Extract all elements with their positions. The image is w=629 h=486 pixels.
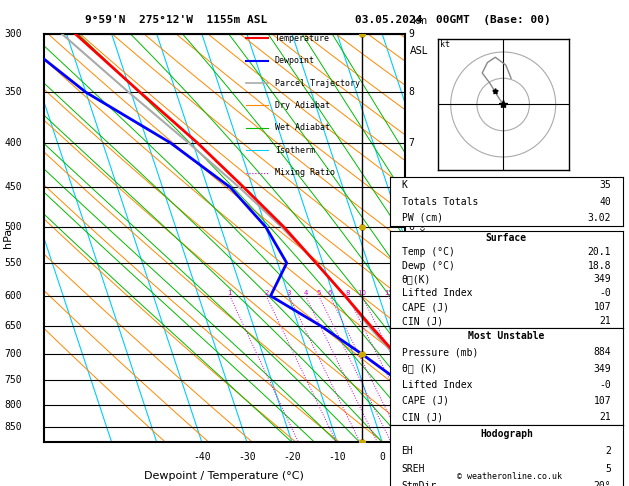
Text: Mixing Ratio (g/kg): Mixing Ratio (g/kg): [419, 219, 428, 298]
Text: -30: -30: [238, 452, 256, 463]
Text: 400: 400: [5, 138, 23, 148]
Text: 20.1: 20.1: [587, 247, 611, 257]
Text: 10: 10: [357, 290, 366, 296]
Text: Temperature: Temperature: [275, 34, 330, 43]
Text: StmDir: StmDir: [402, 482, 437, 486]
Text: PW (cm): PW (cm): [402, 213, 443, 223]
Text: θᴇ (K): θᴇ (K): [402, 364, 437, 374]
Text: © weatheronline.co.uk: © weatheronline.co.uk: [457, 472, 562, 481]
Text: 9°59'N  275°12'W  1155m ASL: 9°59'N 275°12'W 1155m ASL: [85, 15, 267, 25]
Text: Surface: Surface: [486, 233, 527, 243]
Text: 20°: 20°: [593, 482, 611, 486]
Text: 500: 500: [5, 222, 23, 232]
Text: 750: 750: [5, 375, 23, 385]
Text: 18.8: 18.8: [587, 260, 611, 271]
Text: 4: 4: [303, 290, 308, 296]
Text: 30: 30: [511, 452, 523, 463]
Text: 2: 2: [605, 447, 611, 456]
Text: LCL: LCL: [408, 425, 423, 434]
Text: 700: 700: [5, 349, 23, 359]
Text: Dewpoint / Temperature (°C): Dewpoint / Temperature (°C): [145, 471, 304, 481]
Text: -0: -0: [599, 288, 611, 298]
Text: -10: -10: [328, 452, 346, 463]
Text: 349: 349: [593, 275, 611, 284]
Text: -40: -40: [193, 452, 211, 463]
Text: 5: 5: [316, 290, 321, 296]
Text: 850: 850: [5, 422, 23, 433]
Text: Dewp (°C): Dewp (°C): [402, 260, 455, 271]
Text: 800: 800: [5, 399, 23, 410]
Text: 3.02: 3.02: [587, 213, 611, 223]
Text: Lifted Index: Lifted Index: [402, 380, 472, 390]
Text: -0: -0: [599, 380, 611, 390]
Text: SREH: SREH: [402, 464, 425, 474]
Text: 3: 3: [287, 290, 291, 296]
Text: Wet Adiabat: Wet Adiabat: [275, 123, 330, 132]
Text: 2: 2: [264, 290, 269, 296]
Text: CAPE (J): CAPE (J): [402, 396, 448, 406]
Text: CIN (J): CIN (J): [402, 412, 443, 422]
Text: CIN (J): CIN (J): [402, 316, 443, 326]
Text: Pressure (mb): Pressure (mb): [402, 347, 478, 357]
Text: 03.05.2024  00GMT  (Base: 00): 03.05.2024 00GMT (Base: 00): [355, 15, 551, 25]
Text: 107: 107: [593, 396, 611, 406]
Text: 650: 650: [5, 321, 23, 331]
Text: K: K: [402, 180, 408, 191]
Text: 21: 21: [599, 412, 611, 422]
Text: 550: 550: [5, 258, 23, 268]
Text: Totals Totals: Totals Totals: [402, 197, 478, 207]
Text: 15: 15: [384, 290, 393, 296]
Text: 884: 884: [593, 347, 611, 357]
Text: Mixing Ratio: Mixing Ratio: [275, 168, 335, 177]
Text: 300: 300: [5, 29, 23, 39]
Text: 349: 349: [593, 364, 611, 374]
Text: Most Unstable: Most Unstable: [468, 331, 545, 341]
Text: Hodograph: Hodograph: [480, 429, 533, 439]
Text: 40: 40: [599, 197, 611, 207]
Text: CAPE (J): CAPE (J): [402, 302, 448, 312]
Text: 350: 350: [5, 87, 23, 97]
Text: 3: 3: [408, 349, 415, 359]
Text: -20: -20: [283, 452, 301, 463]
Text: 21: 21: [599, 316, 611, 326]
Text: 600: 600: [5, 291, 23, 301]
Text: 0: 0: [379, 452, 385, 463]
Text: 9: 9: [408, 29, 415, 39]
Text: 107: 107: [593, 302, 611, 312]
Text: 10: 10: [421, 452, 433, 463]
Text: θᴇ(K): θᴇ(K): [402, 275, 431, 284]
Text: 7: 7: [408, 138, 415, 148]
Text: 8: 8: [408, 87, 415, 97]
Text: 35: 35: [599, 180, 611, 191]
Text: ASL: ASL: [410, 46, 428, 56]
Text: Dewpoint: Dewpoint: [275, 56, 315, 65]
Text: hPa: hPa: [3, 228, 13, 248]
Text: 6: 6: [328, 290, 332, 296]
Text: 20: 20: [467, 452, 478, 463]
Text: 450: 450: [5, 182, 23, 192]
Text: kt: kt: [440, 40, 450, 49]
Text: Isotherm: Isotherm: [275, 146, 315, 155]
Text: 8: 8: [345, 290, 350, 296]
Text: 1: 1: [228, 290, 232, 296]
Text: Dry Adiabat: Dry Adiabat: [275, 101, 330, 110]
Text: Temp (°C): Temp (°C): [402, 247, 455, 257]
Text: Lifted Index: Lifted Index: [402, 288, 472, 298]
Text: 5: 5: [605, 464, 611, 474]
Text: EH: EH: [402, 447, 413, 456]
Text: km: km: [411, 16, 426, 26]
Text: Parcel Trajectory: Parcel Trajectory: [275, 79, 360, 87]
Text: 6: 6: [408, 222, 415, 232]
